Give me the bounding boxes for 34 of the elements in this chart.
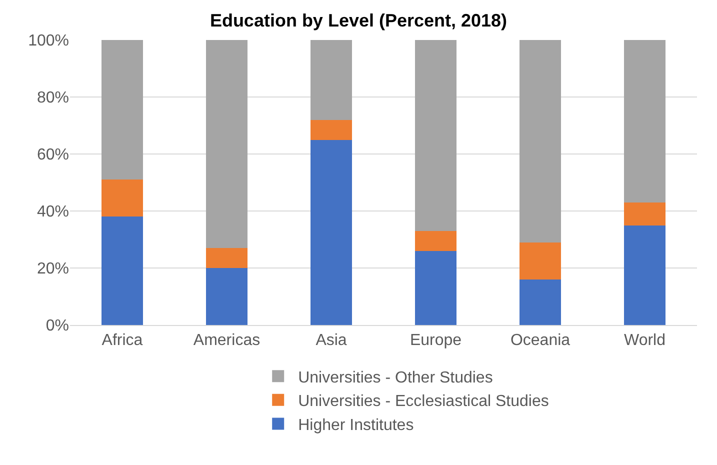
- bar: [624, 40, 666, 202]
- bar: [101, 216, 144, 325]
- x-tick-label: Americas: [193, 332, 260, 350]
- bar: [206, 268, 248, 325]
- bar: [519, 242, 562, 280]
- bar: [206, 40, 248, 248]
- bar: [414, 230, 457, 251]
- chart-title: Education by Level (Percent, 2018): [210, 10, 508, 31]
- x-tick-label: World: [624, 332, 666, 350]
- x-tick-label: Asia: [316, 332, 347, 350]
- y-tick-label: 80%: [36, 90, 69, 107]
- bar: [310, 120, 352, 140]
- y-tick-label: 100%: [28, 32, 69, 50]
- legend-label: Universities - Ecclesiastical Studies: [298, 393, 549, 410]
- y-tick-label: 60%: [36, 146, 69, 164]
- bar: [414, 40, 457, 231]
- bar: [310, 40, 352, 120]
- bar: [101, 180, 144, 217]
- bar: [519, 40, 562, 242]
- bar: [101, 40, 144, 180]
- y-tick-label: 40%: [36, 204, 69, 221]
- y-tick-label: 0%: [46, 318, 69, 335]
- bar: [206, 248, 248, 268]
- bar: [624, 202, 666, 226]
- y-tick-label: 20%: [36, 260, 69, 278]
- legend-label: Higher Institutes: [298, 416, 414, 434]
- bar: [414, 250, 457, 325]
- x-tick-label: Oceania: [510, 332, 570, 350]
- legend-label: Universities - Other Studies: [298, 369, 493, 386]
- bar: [624, 225, 666, 325]
- x-tick-label: Africa: [102, 332, 143, 350]
- bar: [519, 279, 562, 325]
- bar: [310, 140, 352, 325]
- x-tick-label: Europe: [410, 332, 462, 350]
